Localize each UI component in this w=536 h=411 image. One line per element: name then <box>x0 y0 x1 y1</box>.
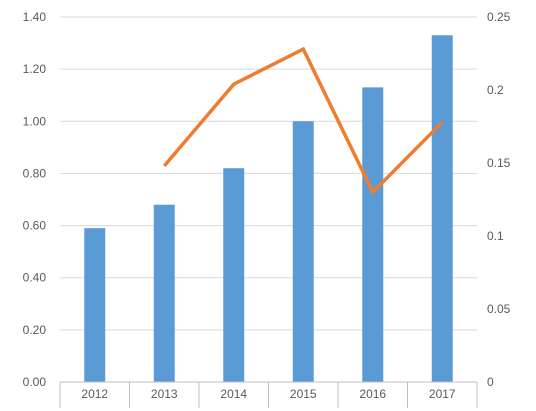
left-tick-label: 0.80 <box>23 166 47 180</box>
left-tick-label: 0.20 <box>23 323 47 337</box>
right-tick-label: 0 <box>487 375 494 389</box>
left-axis-ticks: 0.00 0.20 0.40 0.60 0.80 1.00 1.20 1.40 <box>23 10 47 389</box>
bar <box>223 168 245 382</box>
left-tick-label: 1.40 <box>23 10 47 24</box>
left-tick-label: 0.60 <box>23 219 47 233</box>
right-axis-ticks: 0 0.05 0.1 0.15 0.2 0.25 <box>487 10 511 389</box>
x-tick-label: 2013 <box>151 387 178 401</box>
bar <box>431 35 453 382</box>
right-tick-label: 0.25 <box>487 10 511 24</box>
line-path <box>162 46 444 196</box>
x-tick-label: 2015 <box>290 387 317 401</box>
bar <box>84 228 106 382</box>
x-axis: 2012 2013 2014 2015 2016 2017 <box>59 381 478 408</box>
gridlines <box>60 16 477 331</box>
bar <box>362 87 384 383</box>
bar <box>292 121 314 383</box>
left-tick-label: 0.40 <box>23 271 47 285</box>
x-tick-label: 2014 <box>220 387 247 401</box>
x-tick-label: 2016 <box>359 387 386 401</box>
right-tick-label: 0.1 <box>487 229 504 243</box>
left-tick-label: 1.20 <box>23 62 47 76</box>
x-tick-label: 2017 <box>429 387 456 401</box>
line-series <box>162 46 444 196</box>
x-tick-label: 2012 <box>81 387 108 401</box>
bar <box>153 204 175 382</box>
bar-series <box>84 35 453 383</box>
right-tick-label: 0.15 <box>487 156 511 170</box>
left-tick-label: 0.00 <box>23 375 47 389</box>
right-tick-label: 0.2 <box>487 83 504 97</box>
right-tick-label: 0.05 <box>487 302 511 316</box>
left-tick-label: 1.00 <box>23 114 47 128</box>
